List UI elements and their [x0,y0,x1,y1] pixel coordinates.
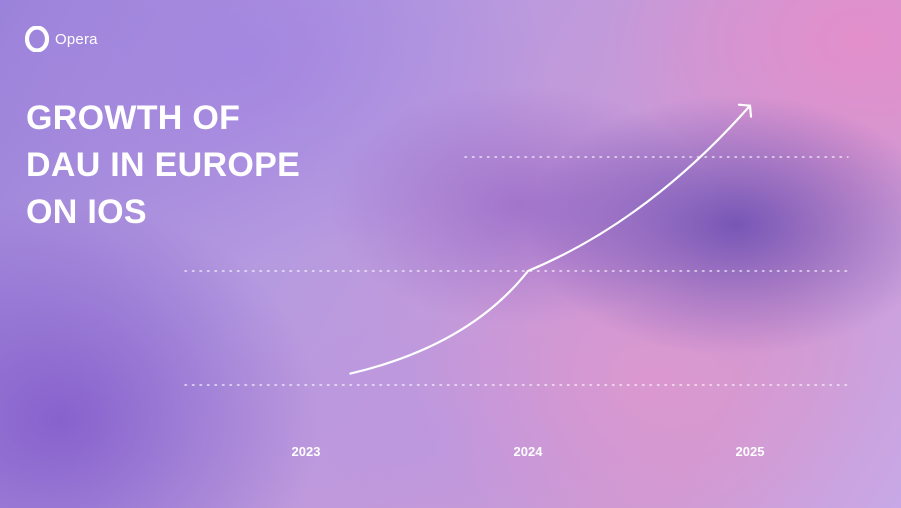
gridlines [184,156,849,386]
series [349,103,753,375]
brand-name: Opera [55,30,98,48]
title-line: ON IOS [26,193,147,231]
x-tick-label: 2024 [514,444,544,459]
brand-logo: Opera [25,26,98,52]
title-line: DAU IN EUROPE [26,146,301,184]
opera-o-icon [25,26,49,52]
x-tick-label: 2025 [736,444,765,459]
title-line: GROWTH OF [26,99,241,137]
series-line [349,104,752,375]
x-axis-ticks: 2023 2024 2025 [292,444,765,459]
arrow-head-icon [737,103,753,118]
chart-title: GROWTH OF DAU IN EUROPE ON IOS [26,95,300,236]
x-tick-label: 2023 [292,444,321,459]
